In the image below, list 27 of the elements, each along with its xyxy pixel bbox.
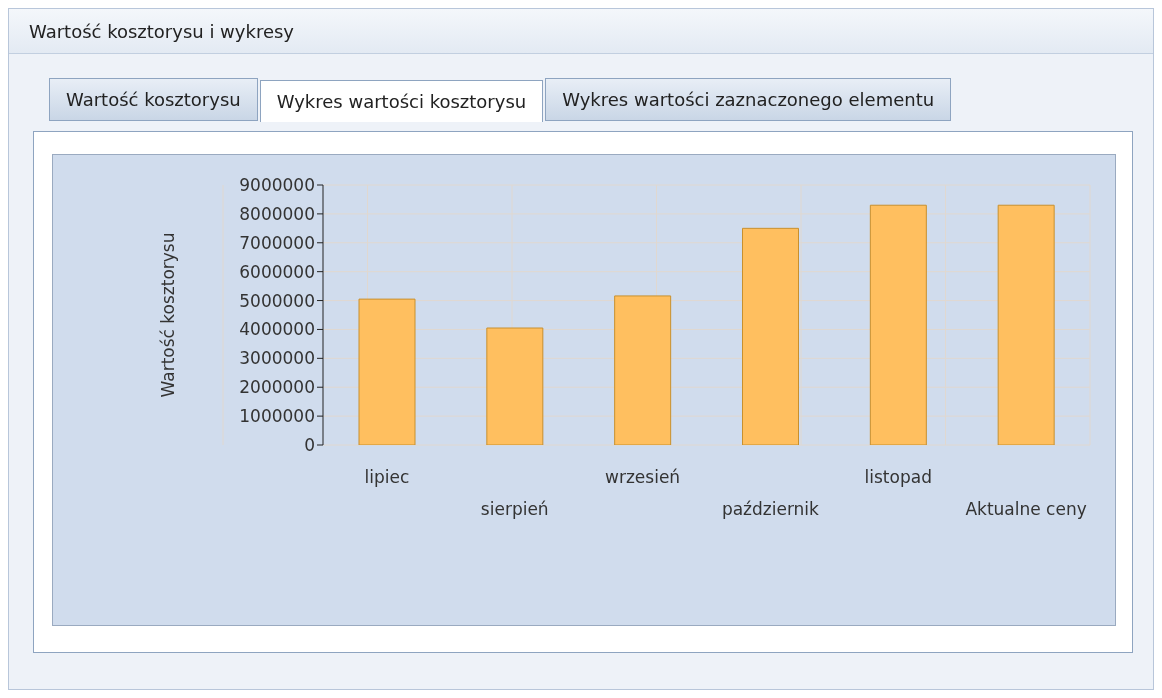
x-tick-label: Aktualne ceny [965,499,1087,519]
text: Wartość kosztorysu i wykresy [29,20,295,42]
chart-subtitle: Wykres wartości kosztorysu [259,80,544,122]
y-tick-label: 6000000 [239,261,315,282]
x-tick-label: lipiec [364,467,410,487]
x-tick-label: listopad [864,467,932,487]
y-tick-label: 1000000 [239,406,315,427]
bar [358,298,416,445]
y-tick-label: 9000000 [239,175,315,196]
x-tick-label: sierpień [480,499,549,519]
bar [869,204,927,445]
y-tick-label: 8000000 [239,203,315,224]
y-tick-label: 7000000 [239,232,315,253]
y-tick-label: 0 [304,435,315,456]
bar [997,204,1055,445]
x-tick-label: październik [721,499,820,519]
text: Wartość kosztorysu [49,78,258,121]
y-tick-label: 4000000 [239,319,315,340]
bar [486,327,544,445]
x-tick-label: wrzesień [605,467,681,487]
bar [742,227,799,445]
bar [614,295,672,445]
y-tick-label: 5000000 [239,290,315,311]
y-axis-title: Wartość kosztorysu [158,232,179,398]
y-tick-label: 3000000 [239,348,315,369]
text: Wykres wartości zaznaczonego elementu [545,78,952,121]
y-tick-label: 2000000 [239,377,315,398]
